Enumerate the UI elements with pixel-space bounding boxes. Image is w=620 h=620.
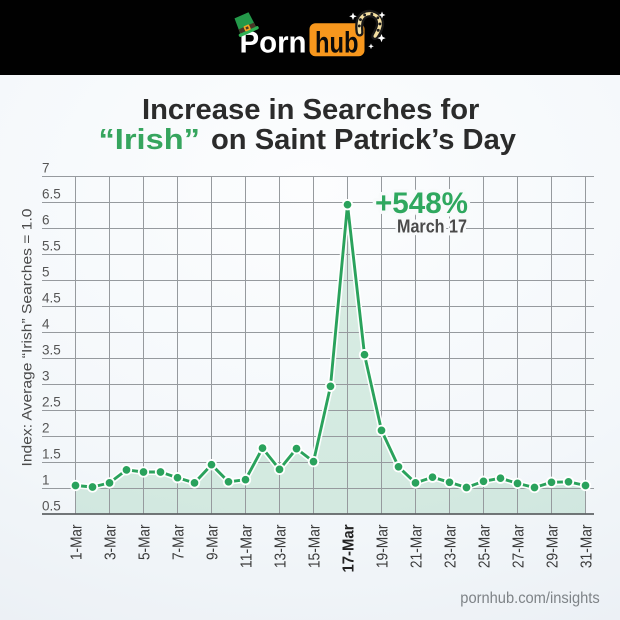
svg-text:4.5: 4.5 [42,290,61,305]
svg-text:29-Mar: 29-Mar [545,525,562,569]
svg-text:21-Mar: 21-Mar [409,525,426,569]
svg-text:31-Mar: 31-Mar [579,525,596,569]
svg-text:13-Mar: 13-Mar [273,525,290,569]
svg-text:9-Mar: 9-Mar [205,525,222,561]
svg-text:15-Mar: 15-Mar [307,525,324,569]
svg-text:7: 7 [42,160,50,175]
svg-text:pornhub.com/insights: pornhub.com/insights [460,590,600,607]
svg-text:Increase in Searches for: Increase in Searches for [142,94,479,126]
svg-text:2: 2 [42,420,50,435]
svg-text:3.5: 3.5 [42,342,61,357]
svg-text:5-Mar: 5-Mar [137,525,154,561]
svg-text:1: 1 [42,472,50,487]
svg-text:0.5: 0.5 [42,498,61,513]
svg-text:Index: Average “Irish” Searche: Index: Average “Irish” Searches = 1.0 [20,209,35,467]
svg-text:2.5: 2.5 [42,394,61,409]
svg-text:+548%: +548% [375,187,468,220]
svg-text:on Saint Patrick’s Day: on Saint Patrick’s Day [211,124,516,156]
svg-text:6.5: 6.5 [42,186,61,201]
svg-text:6: 6 [42,212,50,227]
svg-text:19-Mar: 19-Mar [375,525,392,569]
svg-text:hub: hub [315,27,359,60]
svg-text:“Irish”: “Irish” [99,124,201,156]
svg-text:5: 5 [42,264,50,279]
svg-text:March 17: March 17 [397,216,467,237]
svg-text:27-Mar: 27-Mar [511,525,528,569]
svg-text:11-Mar: 11-Mar [239,525,256,569]
svg-text:3: 3 [42,368,50,383]
svg-text:1-Mar: 1-Mar [69,525,86,561]
svg-text:5.5: 5.5 [42,238,61,253]
svg-text:25-Mar: 25-Mar [477,525,494,569]
svg-text:17-Mar: 17-Mar [341,525,358,573]
svg-text:7-Mar: 7-Mar [171,525,188,561]
svg-text:1.5: 1.5 [42,446,61,461]
svg-text:23-Mar: 23-Mar [443,525,460,569]
svg-text:4: 4 [42,316,50,331]
svg-text:3-Mar: 3-Mar [103,525,120,561]
